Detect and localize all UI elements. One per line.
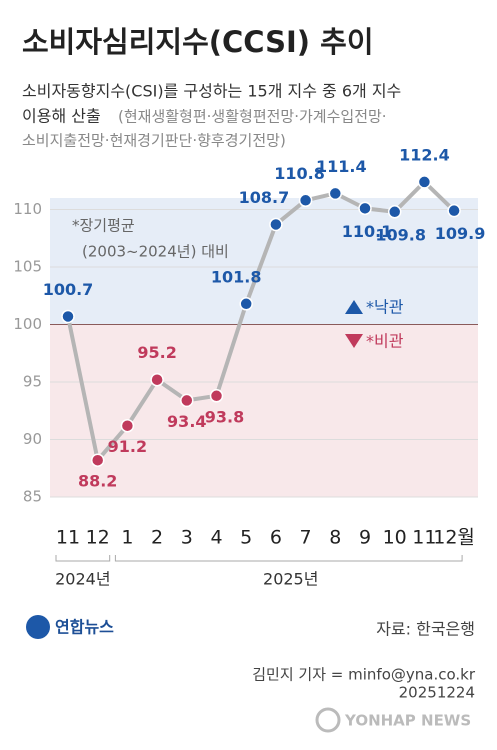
point	[447, 203, 461, 218]
year-bracket	[55, 555, 111, 562]
data-label: 110.8	[274, 164, 325, 183]
data-label: 88.2	[78, 472, 117, 491]
data-label: 112.4	[399, 145, 450, 164]
legend-marker	[345, 334, 363, 348]
data-label: 110.1	[342, 222, 393, 241]
year-label: 2025년	[263, 570, 318, 589]
point	[150, 372, 164, 387]
point	[239, 297, 253, 311]
watermark-icon	[315, 707, 341, 733]
point	[298, 193, 313, 208]
point	[90, 453, 105, 467]
data-label: 111.4	[316, 157, 367, 176]
year-label: 2024년	[55, 570, 110, 589]
data-label: 95.2	[137, 343, 176, 362]
date: 20251224	[399, 684, 475, 702]
point	[387, 205, 402, 219]
x-tick-label: 5	[240, 527, 252, 549]
point	[328, 186, 343, 201]
credit: 김민지 기자 = minfo@yna.co.kr	[252, 666, 476, 684]
chart-title: 소비자심리지수(CCSI) 추이	[22, 25, 374, 59]
legend-marker	[345, 300, 363, 314]
legend-label: *낙관	[366, 298, 404, 317]
data-label: 93.4	[167, 412, 206, 431]
x-tick-label: 11	[412, 527, 436, 549]
subtitle: 이용해 산출	[22, 107, 101, 126]
y-tick-label: 105	[13, 258, 42, 276]
point	[358, 201, 372, 216]
subtitle: (현재생활형편·생활형편전망·가계수입전망·	[118, 108, 387, 126]
legend-label: *비관	[366, 332, 404, 351]
x-tick-label: 6	[270, 527, 282, 549]
x-tick-label: 1	[121, 527, 133, 549]
x-tick-label: 10	[383, 527, 407, 549]
data-label: 100.7	[43, 280, 94, 299]
point	[209, 389, 224, 403]
point	[120, 418, 135, 433]
x-tick-label: 2	[151, 527, 163, 549]
y-tick-label: 110	[13, 200, 42, 218]
x-tick-label: 11	[56, 527, 80, 549]
subtitle: 소비자동향지수(CSI)를 구성하는 15개 지수 중 6개 지수	[22, 82, 401, 101]
x-tick-label: 12	[86, 527, 110, 549]
logo: 연합뉴스	[55, 618, 114, 637]
data-label: 93.8	[205, 407, 244, 426]
data-label: 91.2	[108, 437, 147, 456]
year-bracket	[114, 555, 463, 562]
point	[269, 217, 283, 232]
y-tick-label: 100	[13, 315, 42, 333]
annotation: (2003~2024년) 대비	[82, 243, 229, 261]
point	[417, 175, 432, 189]
x-tick-label: 12월	[433, 527, 475, 549]
x-tick-label: 3	[181, 527, 193, 549]
annotation: *장기평균	[72, 217, 135, 235]
x-tick-label: 8	[329, 527, 341, 549]
point	[61, 309, 75, 324]
x-tick-label: 9	[359, 527, 371, 549]
x-tick-label: 4	[210, 527, 222, 549]
point	[180, 393, 194, 408]
y-tick-label: 85	[23, 488, 42, 506]
data-label: 109.9	[435, 224, 486, 243]
source: 자료: 한국은행	[376, 620, 475, 639]
watermark: YONHAP NEWS	[344, 712, 471, 730]
data-label: 109.8	[375, 225, 426, 244]
data-label: 108.7	[239, 188, 290, 207]
x-tick-label: 7	[300, 527, 312, 549]
negative-band	[50, 324, 478, 497]
data-label: 101.8	[211, 267, 262, 286]
logo-icon	[26, 615, 50, 639]
y-tick-label: 95	[23, 373, 42, 391]
subtitle: 소비지출전망·현재경기판단·향후경기전망)	[22, 132, 286, 150]
y-tick-label: 90	[23, 430, 42, 448]
